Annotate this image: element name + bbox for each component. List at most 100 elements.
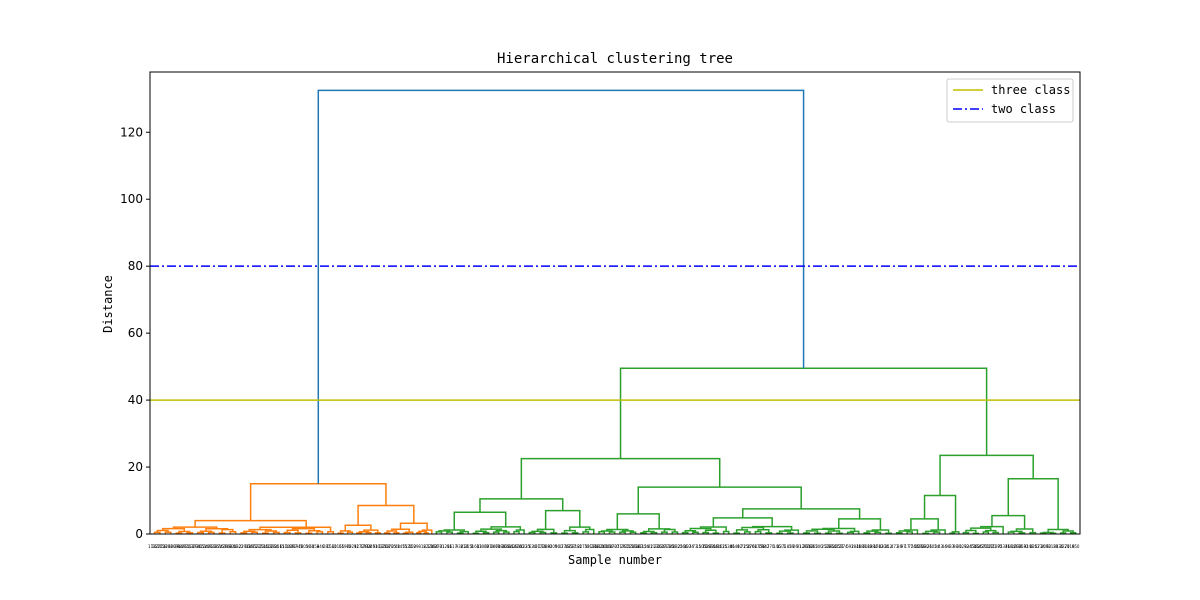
dendrogram-link (650, 531, 658, 534)
y-axis-ticks: 0 20 40 60 80 100 120 (120, 125, 150, 541)
leaf-label: 264 (271, 544, 279, 549)
leaf-label: 138 (725, 544, 733, 549)
leaf-label: 136 (427, 544, 435, 549)
leaf-label: 218 (461, 544, 469, 549)
dendrogram-link (249, 483, 387, 521)
leaf-label: 203 (301, 544, 309, 549)
leaf-label: 162 (717, 544, 725, 549)
dendrogram-link (582, 531, 590, 534)
leaf-label: 38 (458, 544, 464, 549)
leaf-label: 39 (585, 544, 591, 549)
leaf-label: 63 (529, 544, 535, 549)
cut-lines (150, 265, 1080, 401)
leaf-label: 212 (885, 544, 893, 549)
leaf-label: 69 (346, 544, 352, 549)
leaf-label: 43 (878, 544, 884, 549)
leaf-label: 290 (193, 544, 201, 549)
leaf-label: 144 (732, 544, 740, 549)
y-tick-label: 0 (135, 527, 143, 541)
dendrogram-link (384, 532, 391, 534)
leaf-label: 296 (222, 544, 230, 549)
leaf-label: 29 (789, 544, 795, 549)
leaf-label: 288 (806, 544, 814, 549)
leaf-label: 146 (773, 544, 781, 549)
dendrogram-link (357, 504, 415, 526)
leaf-label: 198 (174, 544, 182, 549)
dendrogram-link (539, 531, 547, 534)
leaf-label: 284 (505, 544, 513, 549)
leaf-label: 245 (966, 544, 974, 549)
leaf-label: 120 (405, 544, 413, 549)
leaf-label: 92 (849, 544, 855, 549)
leaf-label: 48 (395, 544, 401, 549)
leaf-label: 149 (178, 544, 186, 549)
leaf-label: 113 (650, 544, 658, 549)
leaf-label: 189 (859, 544, 867, 549)
leaf-label: 227 (1059, 544, 1067, 549)
dendrogram-link (344, 524, 372, 531)
leaf-label: 15 (280, 544, 286, 549)
leaf-label: 129 (799, 544, 807, 549)
dendrogram-link (849, 530, 860, 534)
leaf-label: 201 (803, 544, 811, 549)
leaf-label: 36 (897, 544, 903, 549)
leaf-label: 94 (317, 544, 323, 549)
leaf-label: 73 (692, 544, 698, 549)
leaf-label: 140 (286, 544, 294, 549)
leaf-label: 236 (211, 544, 219, 549)
leaf-label: 133 (267, 544, 275, 549)
leaf-label: 147 (762, 544, 770, 549)
leaf-label: 137 (777, 544, 785, 549)
leaf-label: 118 (364, 544, 372, 549)
leaf-label: 8 (418, 544, 421, 549)
dendrogram-link (712, 517, 773, 527)
dendrogram-link (778, 530, 792, 534)
dendrogram-link (205, 528, 229, 532)
leaf-label: 91 (797, 544, 803, 549)
leaf-label: 259 (1019, 544, 1027, 549)
y-tick-label: 120 (120, 125, 143, 139)
leaf-label: 60 (309, 544, 315, 549)
leaf-label: 158 (312, 544, 320, 549)
leaf-label: 184 (851, 544, 859, 549)
leaf-label: 268 (382, 544, 390, 549)
leaf-label: 148 (1026, 544, 1034, 549)
dendrogram-link (443, 529, 465, 532)
dendrogram-link (281, 526, 332, 532)
leaf-label: 64 (752, 544, 758, 549)
leaf-label: 111 (862, 544, 870, 549)
leaf-label: 22 (239, 544, 245, 549)
leaf-label: 195 (248, 544, 256, 549)
leaf-label: 150 (263, 544, 271, 549)
leaf-label: 18 (421, 544, 427, 549)
leaf-label: 212 (587, 544, 595, 549)
leaf-label: 145 (397, 544, 405, 549)
leaf-label: 171 (836, 544, 844, 549)
leaf-label: 100 (602, 544, 610, 549)
leaf-label: 176 (539, 544, 547, 549)
leaf-label: 284 (870, 544, 878, 549)
leaf-label: 274 (215, 544, 223, 549)
leaf-label: 8 (471, 544, 474, 549)
leaf-label: 226 (658, 544, 666, 549)
leaf-label: 46 (730, 544, 736, 549)
leaf-label: 33 (949, 544, 955, 549)
leaf-label: 76 (1005, 544, 1011, 549)
leaf-label: 158 (918, 544, 926, 549)
leaf-label: 185 (784, 544, 792, 549)
leaf-label: 276 (654, 544, 662, 549)
leaf-label: 126 (163, 544, 171, 549)
leaf-label: 121 (442, 544, 450, 549)
leaf-label: 132 (673, 544, 681, 549)
leaf-label: 9 (456, 544, 459, 549)
leaf-label: 190 (226, 544, 234, 549)
leaf-label: 119 (1067, 544, 1075, 549)
leaf-label: 93 (964, 544, 970, 549)
leaf-label: 266 (680, 544, 688, 549)
leaf-label: 170 (386, 544, 394, 549)
leaf-label: 100 (598, 544, 606, 549)
dendrogram-link (1042, 531, 1054, 534)
dendrogram-link (571, 532, 579, 534)
y-axis-label: Distance (101, 275, 115, 333)
dendrogram-link (199, 530, 213, 533)
